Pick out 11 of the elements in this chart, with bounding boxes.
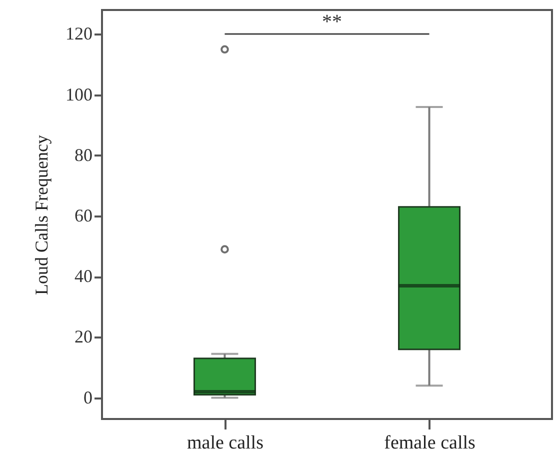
- x-tick-label: male calls: [186, 432, 264, 454]
- y-tick-label: 40: [74, 266, 92, 286]
- y-tick-label: 80: [74, 144, 92, 165]
- annotation: **: [322, 11, 342, 33]
- y-axis-title: Loud Calls Frequency: [32, 135, 52, 295]
- y-tick-label: 100: [66, 84, 92, 104]
- y-tick-label: 60: [74, 206, 92, 226]
- y-tick-label: 120: [66, 24, 92, 44]
- x-tick-label: female calls: [384, 432, 476, 454]
- y-tick-label: 0: [84, 387, 92, 408]
- y-tick-label: 20: [74, 326, 92, 347]
